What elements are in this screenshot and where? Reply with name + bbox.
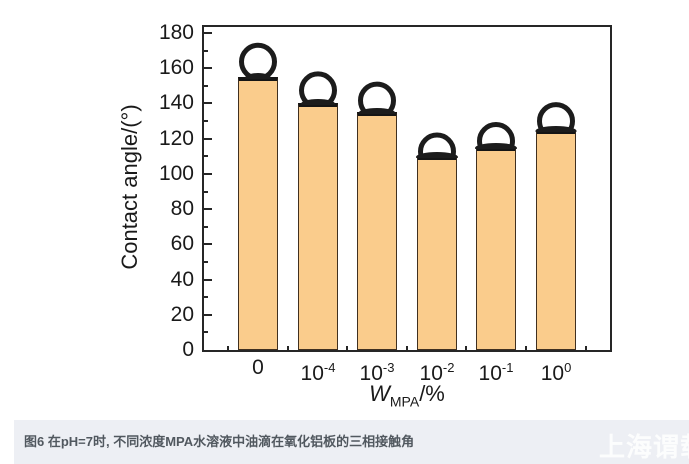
y-minor-tick: [204, 296, 208, 299]
x-tick-label: 10-1: [478, 360, 514, 385]
x-minor-tick: [227, 346, 230, 350]
y-tick-label: 40: [170, 267, 194, 291]
y-tick-label: 0: [182, 338, 194, 361]
oil-droplet-photo: [535, 101, 577, 132]
x-tick-label: 0: [252, 356, 264, 379]
caption-bar: 图6 在pH=7时, 不同浓度MPA水溶液中油滴在氧化铝板的三相接触角: [14, 420, 689, 464]
y-major-tick: [204, 208, 212, 211]
y-tick-label: 160: [158, 56, 194, 80]
y-tick-label: 60: [170, 232, 194, 256]
y-minor-tick: [204, 49, 208, 52]
oil-droplet-icon: [232, 41, 284, 80]
y-tick-label: 120: [158, 126, 194, 150]
bar-10^0: [536, 129, 576, 350]
oil-droplet-photo: [475, 122, 517, 150]
y-minor-tick: [204, 331, 208, 334]
y-minor-tick: [204, 120, 208, 123]
y-minor-tick: [204, 84, 208, 87]
y-major-tick: [204, 137, 212, 140]
oil-droplet-photo: [239, 42, 277, 80]
oil-droplet-icon: [411, 131, 463, 159]
x-tick-label: 10-2: [419, 360, 455, 385]
y-minor-tick: [204, 225, 208, 228]
y-major-tick: [204, 32, 212, 34]
oil-droplet-icon: [351, 80, 403, 115]
x-axis-unit: /%: [419, 381, 445, 406]
oil-droplet-photo: [416, 132, 458, 159]
x-minor-tick: [346, 346, 349, 350]
x-axis-subscript: MPA: [389, 393, 420, 410]
x-minor-tick: [287, 346, 290, 350]
bar-10^-2: [417, 156, 457, 350]
x-minor-tick: [465, 346, 468, 350]
y-major-tick: [204, 278, 212, 281]
bar-10^-1: [476, 147, 516, 350]
bar-10^-3: [357, 112, 397, 350]
x-tick-label: 10-4: [300, 360, 336, 385]
x-tick-exponent: 0: [564, 360, 572, 375]
y-major-tick: [204, 243, 212, 246]
figure-caption: 图6 在pH=7时, 不同浓度MPA水溶液中油滴在氧化铝板的三相接触角: [24, 434, 415, 449]
y-major-tick: [204, 313, 212, 316]
x-tick-exponent: -2: [442, 360, 455, 375]
y-tick-label: 180: [158, 21, 194, 44]
bar-0: [238, 77, 278, 350]
y-minor-tick: [204, 155, 208, 158]
x-minor-tick: [584, 346, 587, 350]
x-tick-label: 100: [540, 360, 572, 385]
y-tick-label: 100: [158, 161, 194, 185]
watermark: 上海谓载: [599, 432, 689, 462]
x-minor-tick: [406, 346, 409, 350]
y-minor-tick: [204, 260, 208, 263]
x-tick-exponent: -3: [382, 360, 395, 375]
bar-10^-4: [298, 103, 338, 350]
oil-droplet-photo: [299, 71, 337, 106]
plot-area: [202, 25, 612, 352]
x-tick-exponent: -4: [323, 360, 336, 375]
y-tick-label: 20: [170, 302, 194, 326]
oil-droplet-photo: [358, 81, 396, 115]
oil-droplet-icon: [470, 120, 522, 150]
oil-droplet-icon: [530, 101, 582, 132]
x-tick-exponent: -1: [501, 360, 514, 375]
x-axis-symbol: W: [369, 381, 390, 406]
x-minor-tick: [525, 346, 528, 350]
y-tick-label: 80: [170, 197, 194, 221]
y-tick-label: 140: [158, 91, 194, 115]
x-axis-title: WMPA/%: [369, 381, 445, 409]
y-major-tick: [204, 102, 212, 105]
y-minor-tick: [204, 190, 208, 193]
x-tick-label: 10-3: [359, 360, 395, 385]
y-major-tick: [204, 172, 212, 175]
y-major-tick: [204, 67, 212, 70]
oil-droplet-icon: [292, 70, 344, 106]
